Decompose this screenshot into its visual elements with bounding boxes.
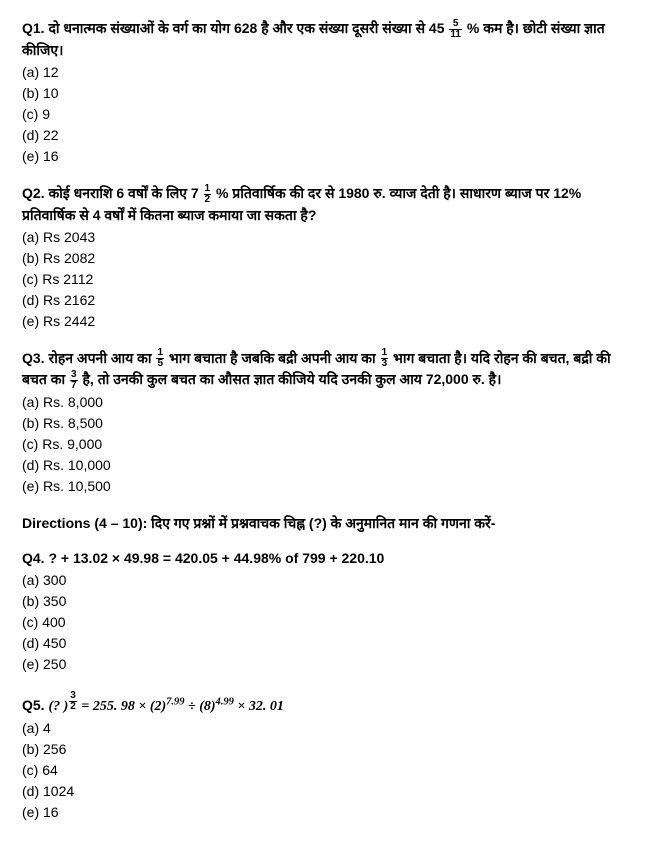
q1-part-a: दो धनात्मक संख्याओं के वर्ग का योग 628 ह… — [48, 20, 444, 36]
q5-opt-b: (b) 256 — [22, 739, 624, 760]
q4-opt-e: (e) 250 — [22, 654, 624, 675]
q3-fraction-2: 1 3 — [381, 348, 389, 369]
q1-opt-c: (c) 9 — [22, 104, 624, 125]
q1-opt-d: (d) 22 — [22, 125, 624, 146]
q5-text: Q5. (? )32 = 255. 98 × (2)7.99 ÷ (8)4.99… — [22, 691, 624, 717]
q2-part-a: कोई धनराशि 6 वर्षों के लिए 7 — [48, 185, 198, 201]
question-3: Q3. रोहन अपनी आय का 1 5 भाग बचाता है जबक… — [22, 348, 624, 498]
question-1: Q1. दो धनात्मक संख्याओं के वर्ग का योग 6… — [22, 18, 624, 167]
question-5: Q5. (? )32 = 255. 98 × (2)7.99 ÷ (8)4.99… — [22, 691, 624, 823]
q5-expr-b: = 255. 98 × (2) — [78, 699, 166, 714]
q1-opt-b: (b) 10 — [22, 83, 624, 104]
question-4: Q4. ? + 13.02 × 49.98 = 420.05 + 44.98% … — [22, 548, 624, 675]
q3-part-a: रोहन अपनी आय का — [48, 350, 151, 366]
q3-number: Q3. — [22, 350, 45, 366]
q4-opt-c: (c) 400 — [22, 612, 624, 633]
q5-exponent-frac: 32 — [68, 695, 78, 707]
directions-4-10: Directions (4 – 10): दिए गए प्रश्नों में… — [22, 513, 624, 534]
q1-opt-e: (e) 16 — [22, 146, 624, 167]
q2-opt-a: (a) Rs 2043 — [22, 227, 624, 248]
q2-fraction: 1 2 — [204, 184, 212, 205]
question-2: Q2. कोई धनराशि 6 वर्षों के लिए 7 1 2 % प… — [22, 183, 624, 332]
q1-options: (a) 12 (b) 10 (c) 9 (d) 22 (e) 16 — [22, 62, 624, 167]
q3-part-b: भाग बचाता है जबकि बद्री अपनी आय का — [169, 350, 376, 366]
q5-sup1: 7.99 — [166, 696, 184, 707]
q3-part-d: है, तो उनकी कुल बचत का औसत ज्ञात कीजिये … — [82, 371, 501, 387]
q3-opt-d: (d) Rs. 10,000 — [22, 455, 624, 476]
q2-opt-e: (e) Rs 2442 — [22, 311, 624, 332]
q5-opt-e: (e) 16 — [22, 802, 624, 823]
q5-opt-d: (d) 1024 — [22, 781, 624, 802]
q4-expression: ? + 13.02 × 49.98 = 420.05 + 44.98% of 7… — [48, 550, 384, 566]
q4-opt-d: (d) 450 — [22, 633, 624, 654]
q5-opt-c: (c) 64 — [22, 760, 624, 781]
q3-options: (a) Rs. 8,000 (b) Rs. 8,500 (c) Rs. 9,00… — [22, 392, 624, 497]
q5-expr-d: × 32. 01 — [234, 699, 284, 714]
q2-text: Q2. कोई धनराशि 6 वर्षों के लिए 7 1 2 % प… — [22, 183, 624, 226]
q1-opt-a: (a) 12 — [22, 62, 624, 83]
q4-opt-a: (a) 300 — [22, 570, 624, 591]
q3-text: Q3. रोहन अपनी आय का 1 5 भाग बचाता है जबक… — [22, 348, 624, 392]
q3-opt-e: (e) Rs. 10,500 — [22, 476, 624, 497]
q1-fraction: 5 11 — [449, 19, 462, 40]
q5-options: (a) 4 (b) 256 (c) 64 (d) 1024 (e) 16 — [22, 718, 624, 823]
q4-options: (a) 300 (b) 350 (c) 400 (d) 450 (e) 250 — [22, 570, 624, 675]
q4-number: Q4. — [22, 550, 45, 566]
q5-number: Q5. — [22, 697, 45, 713]
q1-number: Q1. — [22, 20, 45, 36]
q4-opt-b: (b) 350 — [22, 591, 624, 612]
q5-sup2: 4.99 — [216, 696, 234, 707]
q3-opt-c: (c) Rs. 9,000 — [22, 434, 624, 455]
q5-expr-c: ÷ (8) — [185, 699, 216, 714]
q2-number: Q2. — [22, 185, 45, 201]
q2-opt-c: (c) Rs 2112 — [22, 269, 624, 290]
q5-opt-a: (a) 4 — [22, 718, 624, 739]
q3-opt-b: (b) Rs. 8,500 — [22, 413, 624, 434]
q3-fraction-1: 1 5 — [156, 348, 164, 369]
q2-options: (a) Rs 2043 (b) Rs 2082 (c) Rs 2112 (d) … — [22, 227, 624, 332]
q2-opt-b: (b) Rs 2082 — [22, 248, 624, 269]
q4-text: Q4. ? + 13.02 × 49.98 = 420.05 + 44.98% … — [22, 548, 624, 569]
q1-text: Q1. दो धनात्मक संख्याओं के वर्ग का योग 6… — [22, 18, 624, 61]
q3-opt-a: (a) Rs. 8,000 — [22, 392, 624, 413]
q2-opt-d: (d) Rs 2162 — [22, 290, 624, 311]
q3-fraction-3: 3 7 — [70, 370, 78, 391]
q5-expr-a: (? ) — [48, 699, 68, 714]
